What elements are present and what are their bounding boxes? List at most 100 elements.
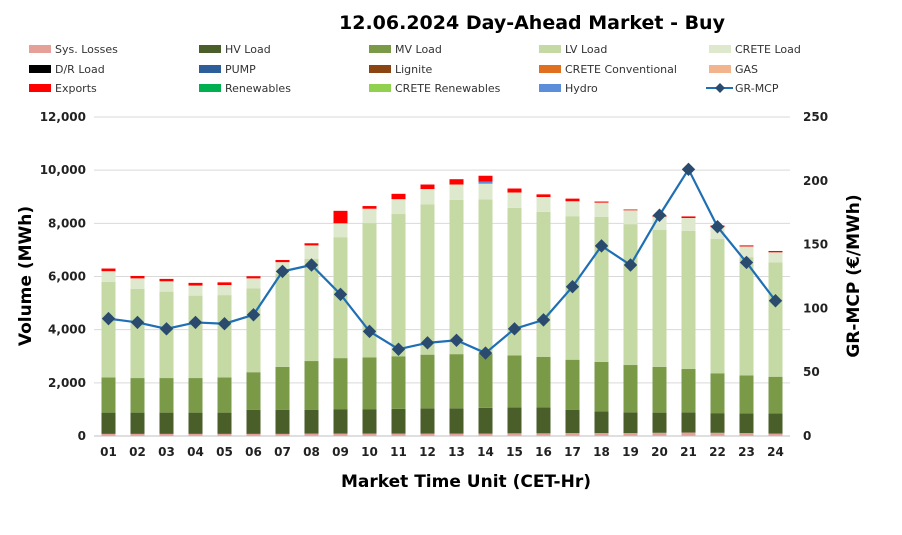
legend: Sys. Losses HV Load MV Load LV Load CRETE Lo… <box>29 43 801 95</box>
bar-exports-09 <box>333 210 348 224</box>
bar-hv-load-11 <box>391 408 406 434</box>
legend-label-hv-load: HV Load <box>225 43 271 56</box>
bar-crete-load-24 <box>768 252 783 263</box>
y2-axis-label: GR-MCP (€/MWh) <box>844 194 864 357</box>
bar-sys-losses-06 <box>246 433 261 436</box>
legend-swatch-exports <box>29 84 51 92</box>
legend-label-d-r-load: D/R Load <box>55 63 105 76</box>
bar-sys-losses-08 <box>304 433 319 436</box>
legend-swatch-d-r-load <box>29 65 51 73</box>
legend-label-crete-conventional: CRETE Conventional <box>565 63 677 76</box>
bar-lv-load-20 <box>652 229 667 367</box>
gr-mcp-point-06 <box>246 308 261 322</box>
x-tick-label: 22 <box>709 445 726 459</box>
x-tick-label: 05 <box>216 445 233 459</box>
bar-exports-03 <box>159 278 174 282</box>
bar-sys-losses-01 <box>101 433 116 436</box>
bar-crete-load-17 <box>565 201 580 217</box>
bar-hv-load-12 <box>420 408 435 434</box>
bar-exports-13 <box>449 179 464 185</box>
bar-lv-load-06 <box>246 288 261 373</box>
gr-mcp-point-10 <box>362 324 377 339</box>
bar-crete-load-08 <box>304 245 319 259</box>
bar-mv-load-23 <box>739 375 754 414</box>
bar-hv-load-01 <box>101 412 116 434</box>
bar-hv-load-23 <box>739 413 754 434</box>
legend-label-renewables: Renewables <box>225 82 291 95</box>
bar-crete-load-01 <box>101 271 116 282</box>
x-tick-label: 16 <box>535 445 552 459</box>
bar-sys-losses-24 <box>768 433 783 436</box>
bar-lv-load-15 <box>507 207 522 356</box>
bar-exports-06 <box>246 276 261 279</box>
gr-mcp-point-13 <box>449 333 464 348</box>
bar-mv-load-18 <box>594 361 609 412</box>
bar-crete-load-09 <box>333 223 348 238</box>
bar-lv-load-05 <box>217 295 232 378</box>
bar-mv-load-02 <box>130 378 145 413</box>
legend-label-sys-losses: Sys. Losses <box>55 43 118 56</box>
bar-sys-losses-19 <box>623 433 638 436</box>
bar-sys-losses-05 <box>217 433 232 436</box>
x-tick-label: 10 <box>361 445 378 459</box>
bar-sys-losses-13 <box>449 433 464 436</box>
x-tick-label: 01 <box>100 445 117 459</box>
bar-exports-10 <box>362 206 377 209</box>
bar-exports-08 <box>304 243 319 246</box>
bar-mv-load-15 <box>507 355 522 408</box>
legend-label-gr-mcp: GR-MCP <box>735 82 779 95</box>
legend-swatch-crete-renewables <box>369 84 391 92</box>
legend-swatch-hv-load <box>199 45 221 53</box>
bar-crete-load-15 <box>507 192 522 208</box>
bar-exports-19 <box>623 209 638 211</box>
gr-mcp-point-02 <box>130 315 145 330</box>
bar-hv-load-04 <box>188 412 203 434</box>
legend-swatch-sys-losses <box>29 45 51 53</box>
bar-exports-17 <box>565 198 580 202</box>
y2-tick-label: 0 <box>803 429 811 443</box>
y-tick-label: 4,000 <box>48 323 86 337</box>
gr-mcp-point-07 <box>275 264 290 279</box>
bar-mv-load-01 <box>101 377 116 413</box>
x-tick-label: 15 <box>506 445 523 459</box>
bar-lv-load-22 <box>710 239 725 374</box>
x-tick-label: 13 <box>448 445 465 459</box>
x-tick-label: 19 <box>622 445 639 459</box>
bar-lv-load-21 <box>681 230 696 370</box>
bar-crete-load-03 <box>159 281 174 292</box>
bar-exports-16 <box>536 194 551 198</box>
bar-hv-load-05 <box>217 412 232 434</box>
bar-hv-load-16 <box>536 407 551 434</box>
bar-sys-losses-21 <box>681 432 696 436</box>
legend-marker-gr-mcp <box>715 83 725 93</box>
gr-mcp-point-12 <box>420 336 435 350</box>
bar-sys-losses-07 <box>275 433 290 436</box>
bar-exports-11 <box>391 193 406 200</box>
bar-exports-24 <box>768 250 783 253</box>
gr-mcp-point-09 <box>333 287 348 302</box>
x-tick-label: 21 <box>680 445 697 459</box>
x-axis-label: Market Time Unit (CET-Hr) <box>341 472 591 492</box>
bar-mv-load-03 <box>159 378 174 413</box>
bar-crete-load-04 <box>188 285 203 296</box>
bar-hv-load-20 <box>652 412 667 433</box>
bar-hv-load-18 <box>594 411 609 434</box>
bar-mv-load-16 <box>536 356 551 408</box>
bar-hydro-14 <box>478 181 493 184</box>
bar-hv-load-03 <box>159 412 174 434</box>
bar-hv-load-09 <box>333 409 348 434</box>
bar-sys-losses-17 <box>565 433 580 436</box>
bar-exports-23 <box>739 245 754 247</box>
bar-exports-01 <box>101 268 116 272</box>
gr-mcp-point-24 <box>768 294 783 308</box>
legend-swatch-renewables <box>199 84 221 92</box>
bar-crete-load-16 <box>536 197 551 212</box>
legend-swatch-crete-load <box>709 45 731 53</box>
legend-label-gas: GAS <box>735 63 758 76</box>
bar-exports-02 <box>130 275 145 279</box>
x-tick-label: 18 <box>593 445 610 459</box>
gr-mcp-point-23 <box>739 255 754 270</box>
gr-mcp-point-21 <box>681 162 696 177</box>
bar-crete-load-19 <box>623 210 638 225</box>
